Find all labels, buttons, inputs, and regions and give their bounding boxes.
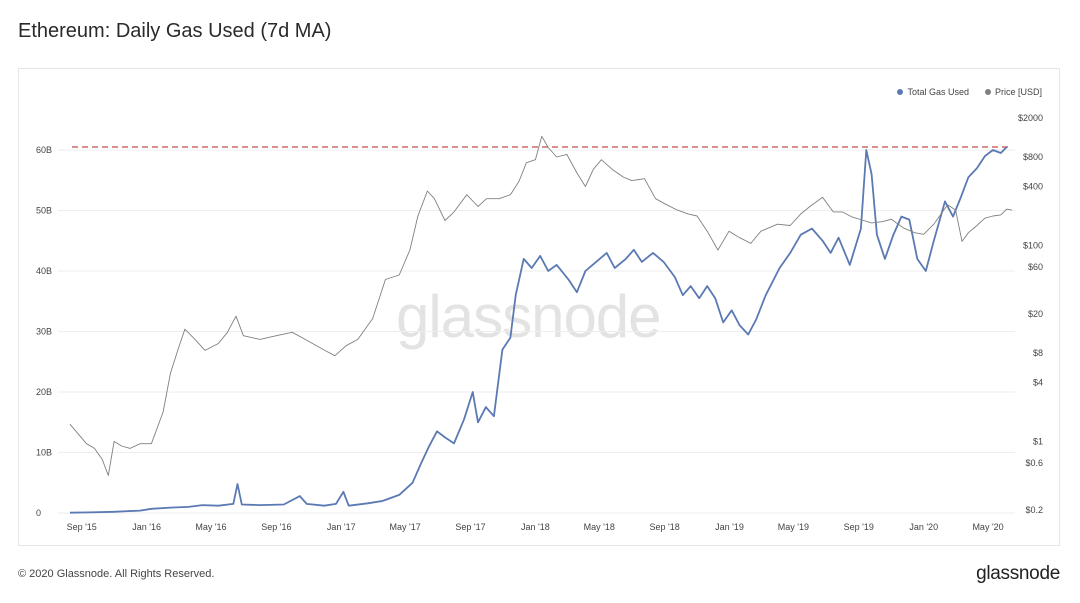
legend-label-price: Price [USD]	[994, 87, 1042, 97]
x-tick-label: Jan '18	[521, 522, 550, 532]
x-tick-label: May '17	[389, 522, 420, 532]
x-tick-label: Sep '15	[67, 522, 97, 532]
y-right-tick-label: $1	[1033, 437, 1043, 447]
y-right-tick-label: $800	[1023, 152, 1043, 162]
y-right-tick-label: $60	[1028, 262, 1043, 272]
axis-layer: 0 10B 20B 30B 40B 50B 60B $0.2 $0.6 $1 $4 $8 $20 $60 $…	[36, 113, 1043, 532]
total-gas-used-line	[69, 146, 1008, 514]
x-tick-label: Sep '16	[261, 522, 291, 532]
x-tick-label: Jan '17	[327, 522, 356, 532]
x-tick-label: Sep '19	[844, 522, 874, 532]
chart-legend: Total Gas Used Price [USD]	[897, 87, 1042, 97]
price-usd-line	[69, 135, 1013, 476]
watermark-logo: glassnode	[396, 283, 662, 350]
legend-dot-gas	[897, 89, 904, 95]
legend-dot-price	[984, 89, 991, 95]
y-right-tick-label: $4	[1033, 377, 1043, 387]
glassnode-logo[interactable]: glassnode	[976, 563, 1060, 584]
series-layer	[69, 135, 1013, 514]
y-right-tick-label: $400	[1023, 181, 1043, 191]
y-left-tick-label: 30B	[36, 327, 52, 337]
legend-item-price[interactable]: Price [USD]	[984, 87, 1042, 97]
y-right-tick-label: $0.6	[1025, 458, 1043, 468]
y-left-tick-label: 40B	[36, 266, 52, 276]
y-left-tick-label: 0	[36, 508, 41, 518]
legend-item-total-gas-used[interactable]: Total Gas Used	[897, 87, 969, 97]
y-right-tick-label: $100	[1023, 241, 1043, 251]
y-left-tick-label: 20B	[36, 387, 52, 397]
x-tick-label: Sep '18	[650, 522, 680, 532]
y-right-tick-label: $0.2	[1025, 505, 1043, 515]
page-title: Ethereum: Daily Gas Used (7d MA)	[18, 20, 332, 42]
y-left-tick-label: 50B	[36, 206, 52, 216]
y-right-tick-label: $20	[1028, 309, 1043, 319]
x-tick-label: Jan '16	[132, 522, 161, 532]
y-right-tick-label: $8	[1033, 348, 1043, 358]
x-tick-label: May '16	[195, 522, 226, 532]
legend-label-gas: Total Gas Used	[907, 87, 969, 97]
y-right-tick-label: $2000	[1018, 113, 1043, 123]
x-tick-label: Jan '19	[715, 522, 744, 532]
x-tick-label: Jan '20	[909, 522, 938, 532]
x-tick-label: Sep '17	[455, 522, 485, 532]
x-tick-label: May '20	[972, 522, 1003, 532]
x-tick-label: May '18	[584, 522, 615, 532]
y-left-tick-label: 60B	[36, 145, 52, 155]
y-left-tick-label: 10B	[36, 448, 52, 458]
chart-frame	[18, 68, 1060, 546]
copyright-text: © 2020 Glassnode. All Rights Reserved.	[18, 568, 215, 580]
x-tick-label: May '19	[778, 522, 809, 532]
grid-layer	[58, 149, 1015, 514]
